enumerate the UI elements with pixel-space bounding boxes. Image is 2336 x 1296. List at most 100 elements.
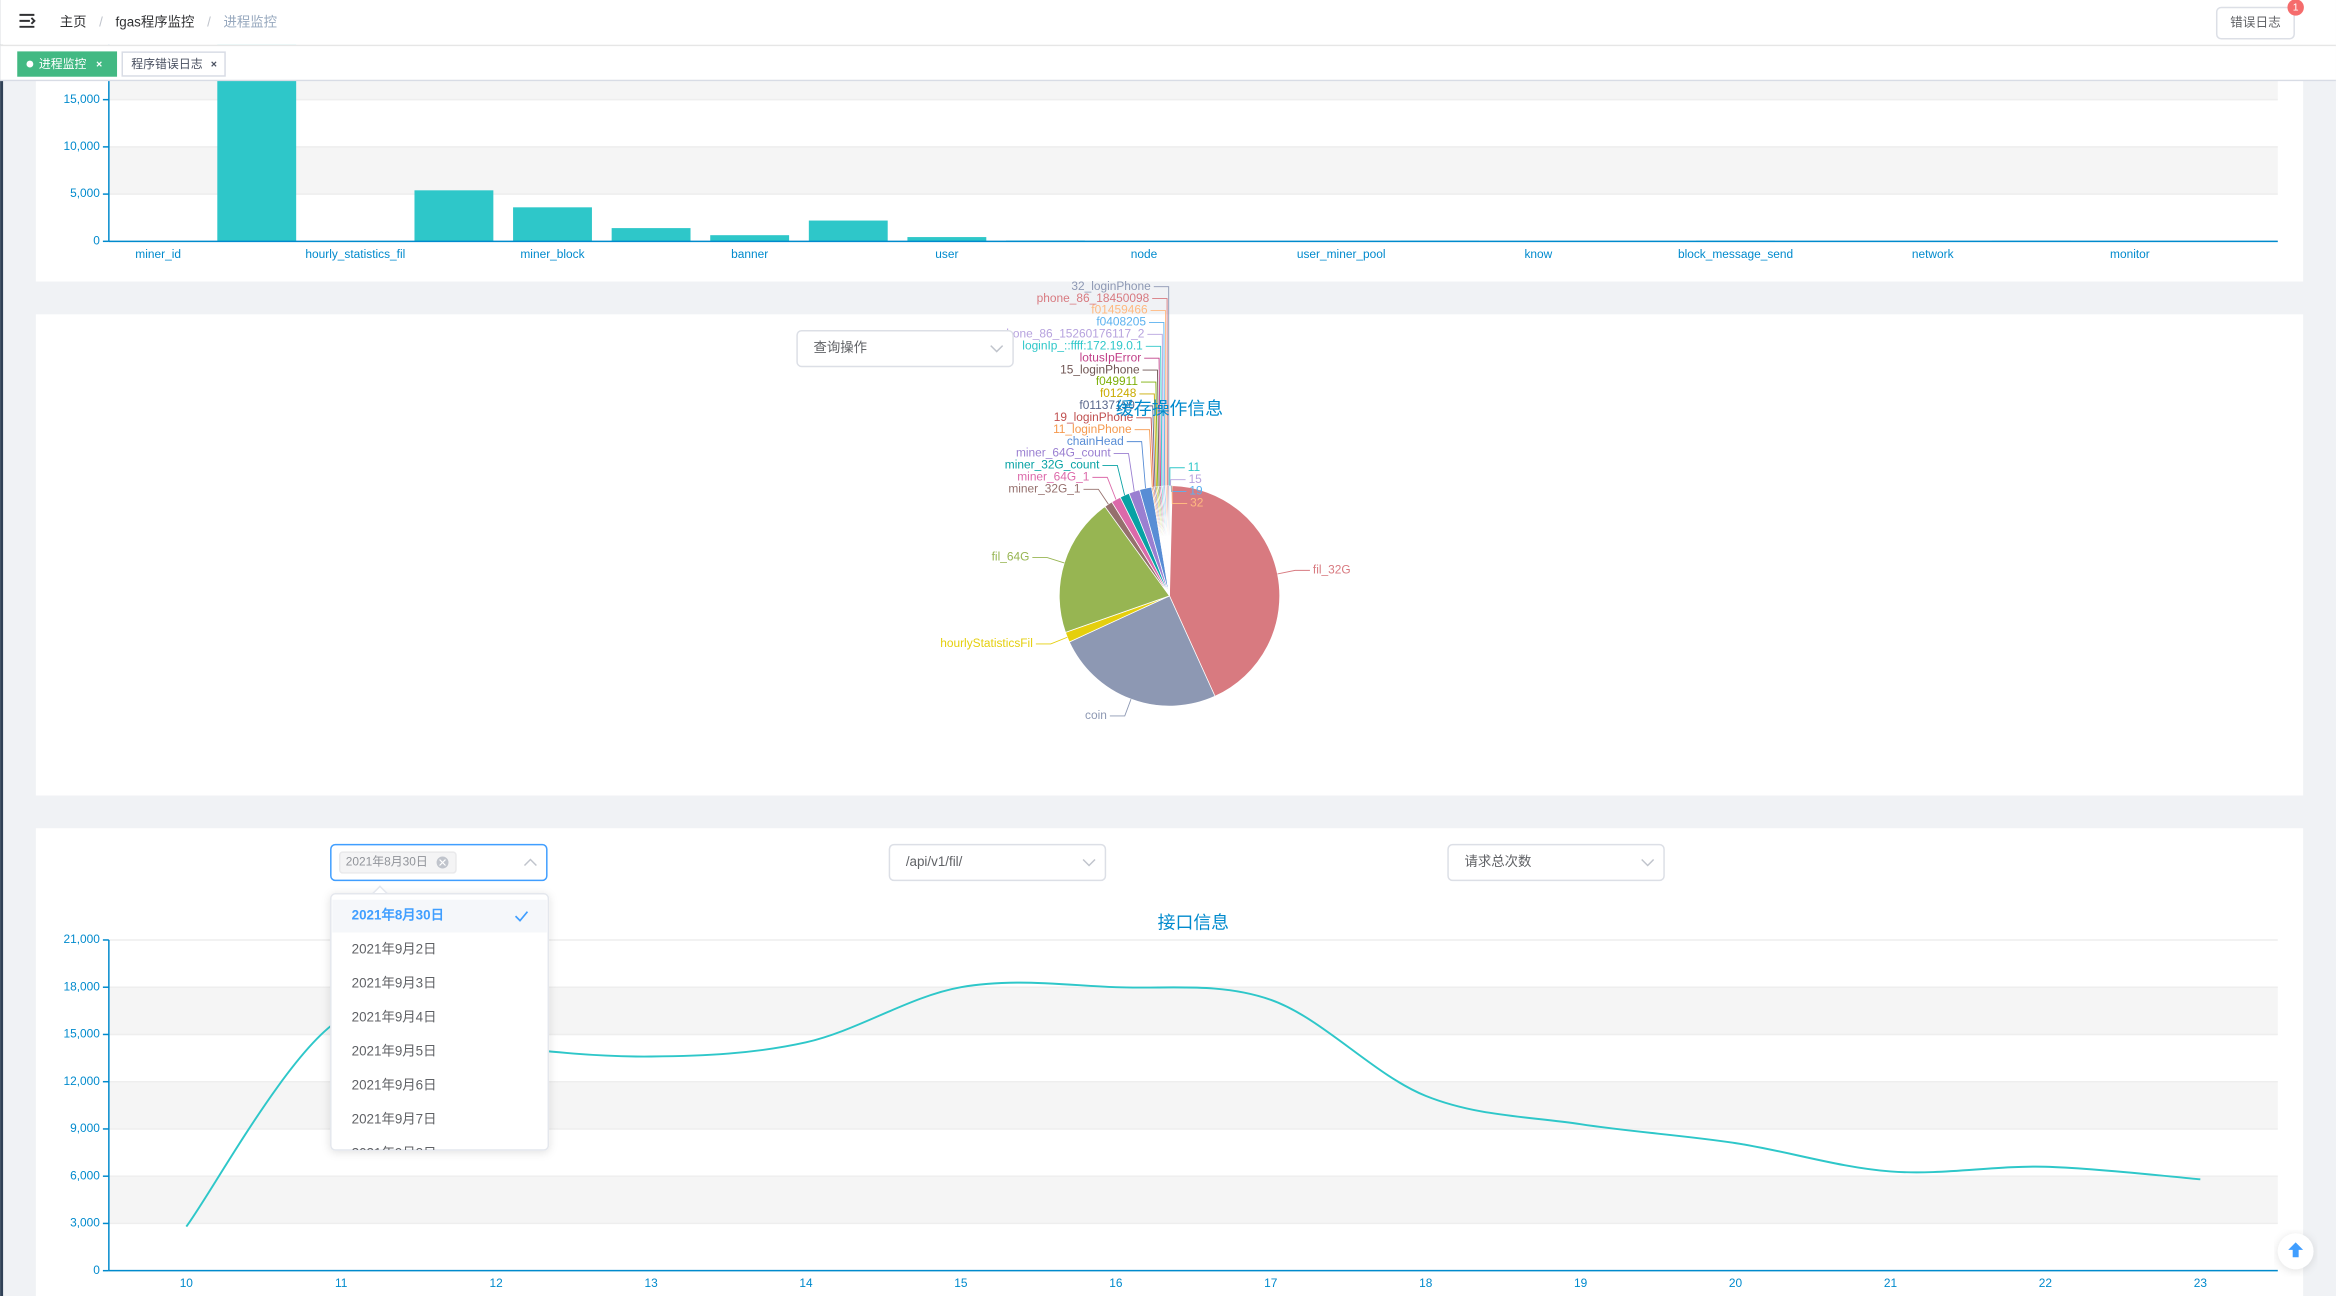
crumb-sep: / [207, 14, 211, 29]
y-tick-label: 18,000 [63, 979, 100, 993]
data-label: 19_loginPhone [1054, 410, 1134, 424]
line-chart: 0 3,000 6,000 9,000 12,000 15,000 18,000 21,000… [63, 912, 2278, 1290]
x-tick-label: hourly_statistics_fil [305, 247, 405, 261]
error-log-button[interactable] [2215, 6, 2295, 40]
label-line [1102, 465, 1126, 496]
date-option[interactable]: 2021年9月5日 [352, 1044, 437, 1059]
x-tick-label: banner [731, 247, 768, 261]
y-tick-label: 5,000 [70, 186, 100, 200]
api-select[interactable]: /api/v1/fil/ [888, 843, 1107, 882]
x-tick-label: monitor [2110, 247, 2150, 261]
label-line [1170, 479, 1186, 486]
pie-slice [1058, 505, 1171, 633]
select-text: /api/v1/fil/ [906, 854, 963, 869]
label-line [1150, 310, 1167, 486]
tag-text: 2021年8月30日 [346, 855, 428, 869]
select-box[interactable] [796, 329, 1014, 368]
x-tick-label: 11 [335, 1276, 348, 1290]
tab[interactable] [121, 51, 226, 77]
query-select[interactable]: 查询操作 [796, 329, 1014, 368]
data-label: phone_86_18450098 [1037, 291, 1150, 305]
pie-slice [1068, 595, 1216, 707]
hamburger[interactable] [19, 13, 36, 28]
tags-view [0, 44, 2336, 81]
crumb[interactable]: 主页 [60, 14, 87, 29]
x-tick-label: 21 [1884, 1276, 1898, 1290]
bar [414, 190, 494, 242]
back-to-top[interactable] [2277, 1233, 2314, 1270]
button-text: 错误日志 [2230, 15, 2281, 29]
x-tick-label: 17 [1264, 1276, 1278, 1290]
date-option[interactable]: 2021年9月3日 [352, 976, 437, 991]
select-box[interactable] [1447, 843, 1665, 882]
label-line [1035, 636, 1068, 645]
pie-slice [1167, 485, 1170, 596]
select-text: 查询操作 [813, 340, 867, 355]
y-tick-label: 0 [93, 233, 100, 247]
date-option[interactable]: 2021年9月4日 [352, 1010, 437, 1025]
x-tick-label: 23 [2194, 1276, 2208, 1290]
x-tick-label: 14 [799, 1276, 813, 1290]
tab-text: 进程监控 [39, 57, 87, 71]
split-area [108, 146, 2278, 195]
label-line [1169, 467, 1185, 486]
select-text: 请求总次数 [1464, 854, 1532, 869]
x-tick-label: 19 [1574, 1276, 1588, 1290]
bar [513, 207, 592, 242]
date-option[interactable]: 2021年9月2日 [352, 942, 437, 957]
date-dropdown: 2021年8月30日 2021年9月2日 2021年9月3日 2021年9月4日 202… [330, 885, 550, 1160]
data-label: 15_loginPhone [1060, 362, 1140, 376]
x-tick-label: 12 [490, 1276, 504, 1290]
badge [2287, 0, 2304, 16]
x-tick-label: 16 [1109, 1276, 1123, 1290]
tab-text: 程序错误日志 [131, 57, 203, 71]
label-line [1139, 393, 1157, 487]
navbar [0, 0, 2336, 45]
tab-close[interactable] [211, 61, 217, 67]
x-tick-label: 15 [954, 1276, 968, 1290]
label-line [1277, 569, 1310, 575]
split-area [108, 1176, 2278, 1224]
data-label: phone_86_15260176117_2 [1000, 327, 1145, 341]
data-label: fil_64G [992, 550, 1030, 564]
tab-active[interactable] [17, 51, 118, 77]
label-line [1142, 369, 1160, 487]
label-line [1144, 357, 1161, 486]
data-label: miner_64G_count [1016, 446, 1111, 460]
sidebar-edge [0, 0, 4, 1296]
data-label: loginIp_::ffff:172.19.0.1 [1022, 338, 1143, 352]
x-tick-label: user [935, 247, 958, 261]
date-option[interactable]: 2021年8月30日 [352, 907, 444, 923]
label-line [1113, 453, 1135, 492]
x-tick-label: 10 [180, 1276, 194, 1290]
x-tick-label: block_message_send [1678, 247, 1793, 261]
breadcrumb: 主页 / fgas程序监控 / 进程监控 [60, 14, 277, 29]
x-tick-label: network [1912, 247, 1954, 261]
crumb[interactable]: fgas程序监控 [116, 14, 195, 29]
date-option[interactable]: 2021年9月6日 [352, 1078, 437, 1093]
y-tick-label: 12,000 [63, 1074, 100, 1088]
dropdown-items: 2021年8月30日 2021年9月2日 2021年9月3日 2021年9月4日 202… [332, 899, 547, 1160]
data-label: f0408205 [1096, 315, 1146, 329]
data-label: lotusIpError [1080, 350, 1142, 364]
label-line [1170, 485, 1187, 493]
data-label: hourlyStatisticsFil [940, 636, 1033, 650]
date-select[interactable]: 2021年8月30日 [330, 843, 548, 882]
y-tick-label: 3,000 [70, 1216, 100, 1230]
arrow-up [2288, 1242, 2304, 1258]
check-mark [514, 911, 529, 922]
label-line [1171, 485, 1188, 504]
select-box[interactable] [888, 843, 1107, 882]
badge-text: 1 [2293, 3, 2299, 14]
chevron [1082, 859, 1096, 867]
date-option[interactable]: 2021年9月7日 [352, 1111, 437, 1126]
date-option[interactable]: 2021年9月8日 [352, 1145, 437, 1160]
x-tick-label: 18 [1419, 1276, 1433, 1290]
data-label: f01137150 [1079, 398, 1135, 412]
label-line [1083, 488, 1109, 505]
y-tick-label: 0 [93, 1263, 100, 1277]
metric-select[interactable]: 请求总次数 [1447, 843, 1665, 882]
y-tick-label: 6,000 [70, 1168, 100, 1182]
tab-close[interactable] [96, 61, 102, 67]
data-label: 19 [1189, 484, 1203, 498]
